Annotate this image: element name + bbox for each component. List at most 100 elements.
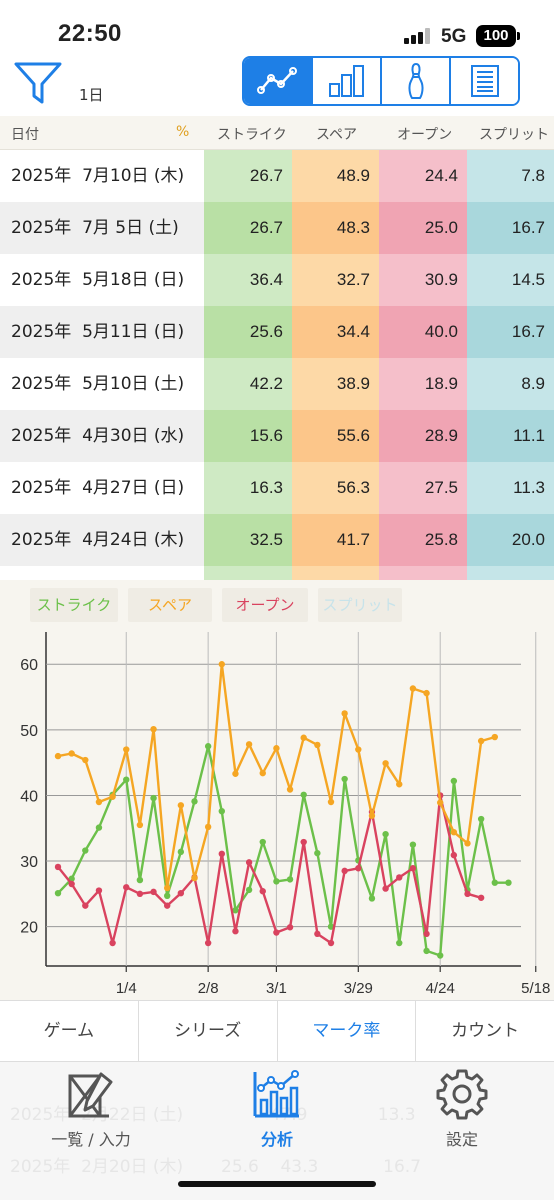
data-point <box>218 661 225 668</box>
row-date: 2025年 5月18日 (日) <box>0 254 204 306</box>
ghost-row-text: 2025年 2月20日 (木) 25.6 43.3 16.7 <box>10 1157 422 1177</box>
data-point <box>355 746 362 753</box>
signal-icon <box>404 28 430 44</box>
data-point <box>204 823 212 831</box>
data-point <box>423 947 430 955</box>
table-row[interactable]: 2025年 4月30日 (水) 15.6 55.6 28.9 11.1 <box>0 410 554 462</box>
filter-icon[interactable] <box>12 58 64 106</box>
data-point <box>286 876 294 883</box>
data-point <box>177 848 185 856</box>
tab-settings[interactable]: 設定 <box>392 1068 532 1150</box>
x-tick-label: 5/18 <box>521 980 550 997</box>
header-date[interactable]: 日付 <box>11 127 39 143</box>
subtab-game[interactable]: ゲーム <box>0 1001 139 1061</box>
header-strike[interactable]: ストライク <box>217 127 287 143</box>
legend-split[interactable]: スプリット <box>318 588 402 622</box>
open-cell: 25.8 <box>379 514 467 566</box>
data-point <box>123 884 130 891</box>
data-point <box>477 737 485 745</box>
row-date: 2025年 4月24日 (木) <box>0 514 204 566</box>
spare-cell-partial <box>292 566 379 580</box>
strike-cell: 26.7 <box>204 202 292 254</box>
x-tick-label: 1/4 <box>116 980 137 997</box>
data-point <box>204 743 212 750</box>
open-cell: 24.4 <box>379 150 467 202</box>
tab-settings-label: 設定 <box>445 1130 478 1149</box>
data-point <box>491 879 498 886</box>
spare-cell: 34.4 <box>292 306 379 358</box>
list-view-button[interactable] <box>451 58 518 104</box>
header-split[interactable]: スプリット <box>479 127 549 143</box>
data-point <box>341 775 348 783</box>
header-spare[interactable]: スペア <box>316 127 358 143</box>
legend-strike[interactable]: ストライク <box>30 588 118 622</box>
header-open[interactable]: オープン <box>397 127 453 143</box>
legend-spare[interactable]: スペア <box>128 588 212 622</box>
split-cell: 20.0 <box>467 514 554 566</box>
data-point <box>464 890 471 898</box>
subtab-series[interactable]: シリーズ <box>139 1001 278 1061</box>
bar-chart-view-button[interactable] <box>313 58 382 104</box>
data-point <box>245 859 253 866</box>
y-tick-label: 60 <box>20 657 38 674</box>
open-cell: 30.9 <box>379 254 467 306</box>
data-point <box>232 928 239 935</box>
x-tick-label: 3/29 <box>344 980 373 997</box>
data-point <box>491 733 498 741</box>
table-row[interactable]: 2025年 5月10日 (土) 42.2 38.9 18.9 8.9 <box>0 358 554 410</box>
subtab-mark-rate[interactable]: マーク率 <box>278 1001 417 1061</box>
header-percent[interactable]: % <box>176 124 190 140</box>
series-line <box>57 794 482 945</box>
line-chart-icon <box>256 67 297 94</box>
data-point <box>123 776 130 783</box>
data-point <box>286 924 294 931</box>
data-point <box>54 863 62 871</box>
data-point <box>314 930 321 938</box>
row-date: 2025年 4月27日 (日) <box>0 462 204 514</box>
legend-open[interactable]: オープン <box>222 588 308 622</box>
tab-list-input[interactable]: 一覧 / 入力 <box>21 1068 161 1150</box>
data-point <box>355 865 362 872</box>
data-point <box>109 939 116 947</box>
open-cell-partial <box>379 566 467 580</box>
spare-cell: 32.7 <box>292 254 379 306</box>
chart-ticks: 20 30 40 50 60 1/4 2/8 3/1 3/29 4/24 5/18 <box>20 657 550 997</box>
x-tick-label: 2/8 <box>198 980 219 997</box>
split-cell: 8.9 <box>467 358 554 410</box>
line-chart-view-button[interactable] <box>244 58 313 104</box>
data-point <box>341 867 348 875</box>
data-point <box>396 781 403 788</box>
table-row[interactable]: 2025年 7月10日 (木) 26.7 48.9 24.4 7.8 <box>0 150 554 202</box>
table-row[interactable]: 2025年 7月 5日 (土) 26.7 48.3 25.0 16.7 <box>0 202 554 254</box>
table-row[interactable]: 2025年 5月18日 (日) 36.4 32.7 30.9 14.5 <box>0 254 554 306</box>
data-point <box>300 791 307 798</box>
open-cell: 25.0 <box>379 202 467 254</box>
subtab-count[interactable]: カウント <box>451 1021 520 1041</box>
tab-analysis[interactable]: 分析 <box>207 1068 347 1150</box>
mark-rate-line-chart: 20 30 40 50 60 1/4 2/8 3/1 3/29 4/24 5/18 <box>20 632 550 997</box>
data-point <box>382 760 389 767</box>
split-cell: 7.8 <box>467 150 554 202</box>
y-tick-label: 30 <box>20 854 38 871</box>
gear-icon <box>436 1069 488 1120</box>
pin-view-button[interactable] <box>382 58 451 104</box>
data-point <box>286 786 294 793</box>
row-date: 2025年 7月10日 (木) <box>0 150 204 202</box>
bar-chart-icon <box>328 65 364 97</box>
split-cell: 16.7 <box>467 306 554 358</box>
chart-series <box>54 661 512 959</box>
y-tick-label: 40 <box>20 788 38 805</box>
split-cell-partial <box>467 566 554 580</box>
data-point <box>95 887 103 894</box>
y-tick-label: 20 <box>20 920 38 937</box>
table-row[interactable]: 2025年 4月24日 (木) 32.5 41.7 25.8 20.0 <box>0 514 554 566</box>
data-point <box>68 750 75 757</box>
data-point <box>82 902 89 909</box>
data-point <box>477 894 485 901</box>
x-tick-label: 3/1 <box>266 980 287 997</box>
data-point <box>368 895 376 902</box>
data-point <box>300 734 307 741</box>
table-row[interactable]: 2025年 5月11日 (日) 25.6 34.4 40.0 16.7 <box>0 306 554 358</box>
strike-cell: 36.4 <box>204 254 292 306</box>
table-row[interactable]: 2025年 4月27日 (日) 16.3 56.3 27.5 11.3 <box>0 462 554 514</box>
